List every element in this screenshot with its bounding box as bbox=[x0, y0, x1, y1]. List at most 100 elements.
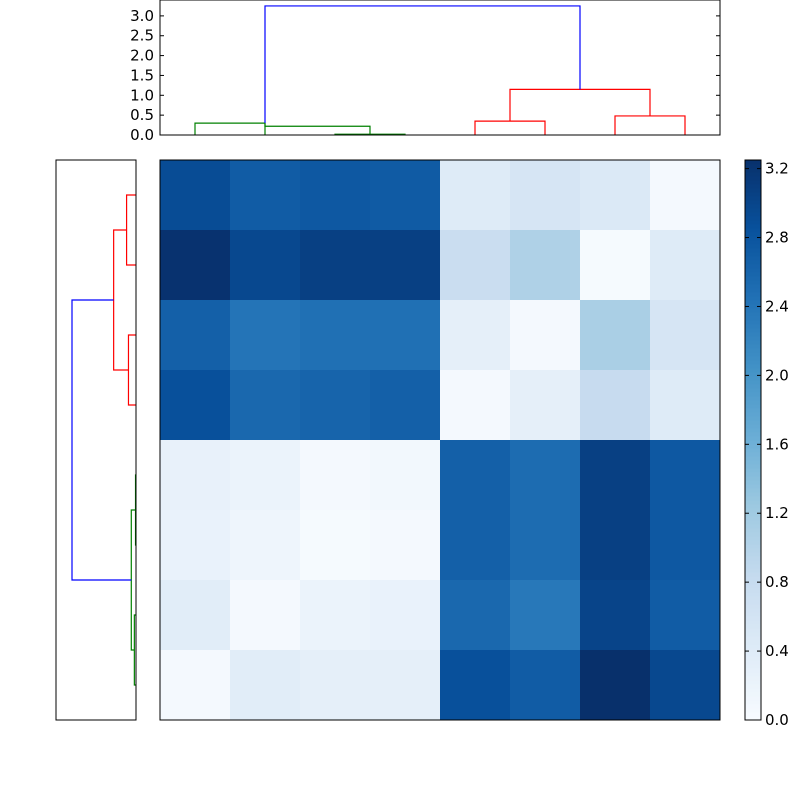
colorbar-segment bbox=[745, 348, 761, 353]
colorbar-segment bbox=[745, 256, 761, 261]
colorbar-tick-label: 0.0 bbox=[765, 711, 789, 729]
heatmap-cell bbox=[440, 440, 511, 511]
colorbar-segment bbox=[745, 692, 761, 697]
colorbar-segment bbox=[745, 400, 761, 405]
colorbar-segment bbox=[745, 604, 761, 609]
colorbar-tick-label: 2.4 bbox=[765, 297, 789, 315]
heatmap-cell bbox=[230, 650, 301, 721]
top-dendrogram: 0.0 0.5 1.0 1.52.0 2.5 3.0 bbox=[130, 5, 720, 144]
colorbar-segment bbox=[745, 180, 761, 185]
heatmap-cell bbox=[230, 580, 301, 651]
colorbar-segment bbox=[745, 664, 761, 669]
colorbar-segment bbox=[745, 252, 761, 257]
colorbar-segment bbox=[745, 704, 761, 709]
colorbar-segment bbox=[745, 508, 761, 513]
heatmap-cell bbox=[650, 160, 721, 231]
heatmap-cell bbox=[160, 300, 231, 371]
colorbar-segment bbox=[745, 580, 761, 585]
heatmap-cell bbox=[370, 440, 441, 511]
heatmap-cell bbox=[370, 300, 441, 371]
colorbar-segment bbox=[745, 332, 761, 337]
heatmap-cell bbox=[510, 580, 581, 651]
heatmap-cell bbox=[300, 370, 371, 441]
colorbar-segment bbox=[745, 176, 761, 181]
colorbar-segment bbox=[745, 544, 761, 549]
colorbar-segment bbox=[745, 468, 761, 473]
colorbar-segment bbox=[745, 608, 761, 613]
colorbar-segment bbox=[745, 476, 761, 481]
colorbar-segment bbox=[745, 680, 761, 685]
heatmap-cell bbox=[300, 300, 371, 371]
colorbar-segment bbox=[745, 460, 761, 465]
heatmap-cell bbox=[370, 580, 441, 651]
colorbar-segment bbox=[745, 644, 761, 649]
heatmap-cell bbox=[510, 300, 581, 371]
colorbar-segment bbox=[745, 640, 761, 645]
colorbar-segment bbox=[745, 260, 761, 265]
heatmap-cell bbox=[300, 160, 371, 231]
colorbar-segment bbox=[745, 224, 761, 229]
heatmap-cell bbox=[510, 510, 581, 581]
colorbar-segment bbox=[745, 296, 761, 301]
heatmap-cell bbox=[230, 160, 301, 231]
heatmap-cell bbox=[230, 300, 301, 371]
colorbar-segment bbox=[745, 524, 761, 529]
colorbar-tick-label: 2.8 bbox=[765, 229, 789, 247]
heatmap-cell bbox=[440, 160, 511, 231]
colorbar-segment bbox=[745, 292, 761, 297]
heatmap-cell bbox=[370, 650, 441, 721]
colorbar-segment bbox=[745, 320, 761, 325]
heatmap-cell bbox=[370, 370, 441, 441]
colorbar-segment bbox=[745, 276, 761, 281]
heatmap-cell bbox=[510, 160, 581, 231]
heatmap-cell bbox=[440, 580, 511, 651]
top-dendrogram-link bbox=[194, 122, 266, 135]
colorbar-segment bbox=[745, 584, 761, 589]
heatmap-cell bbox=[440, 230, 511, 301]
colorbar-segment bbox=[745, 620, 761, 625]
heatmap-cell bbox=[370, 510, 441, 581]
colorbar-segment bbox=[745, 368, 761, 373]
colorbar-segment bbox=[745, 416, 761, 421]
colorbar-segment bbox=[745, 440, 761, 445]
colorbar-segment bbox=[745, 560, 761, 565]
colorbar-segment bbox=[745, 376, 761, 381]
colorbar-segment bbox=[745, 280, 761, 285]
colorbar-segment bbox=[745, 188, 761, 193]
colorbar-segment bbox=[745, 328, 761, 333]
colorbar-segment bbox=[745, 272, 761, 277]
colorbar-segment bbox=[745, 356, 761, 361]
top-dendrogram-tick-label: 0.0 bbox=[130, 126, 154, 144]
colorbar-segment bbox=[745, 688, 761, 693]
colorbar-segment bbox=[745, 424, 761, 429]
colorbar-segment bbox=[745, 512, 761, 517]
colorbar-segment bbox=[745, 192, 761, 197]
colorbar-segment bbox=[745, 696, 761, 701]
heatmap-cell bbox=[650, 650, 721, 721]
colorbar-segment bbox=[745, 648, 761, 653]
colorbar-segment bbox=[745, 396, 761, 401]
colorbar-segment bbox=[745, 488, 761, 493]
colorbar-frame bbox=[744, 159, 762, 721]
heatmap-cell bbox=[440, 510, 511, 581]
colorbar-segment bbox=[745, 516, 761, 521]
heatmap-cell bbox=[650, 440, 721, 511]
colorbar-segment bbox=[745, 300, 761, 305]
colorbar-tick-label: 1.6 bbox=[765, 435, 789, 453]
top-dendrogram-frame bbox=[159, 0, 721, 136]
heatmap-cell bbox=[230, 510, 301, 581]
top-dendrogram-tick-label: 3.0 bbox=[130, 7, 154, 25]
colorbar-segment bbox=[745, 636, 761, 641]
left-dendrogram-link bbox=[71, 299, 132, 581]
colorbar-segment bbox=[745, 700, 761, 705]
colorbar-segment bbox=[745, 420, 761, 425]
colorbar-segment bbox=[745, 436, 761, 441]
colorbar-tick-label: 2.0 bbox=[765, 366, 789, 384]
colorbar-segment bbox=[745, 412, 761, 417]
heatmap-cell bbox=[160, 510, 231, 581]
colorbar-segment bbox=[745, 612, 761, 617]
colorbar-segment bbox=[745, 408, 761, 413]
top-dendrogram-tick-label: 1.0 bbox=[130, 86, 154, 104]
heatmap-cell bbox=[230, 440, 301, 511]
colorbar-segment bbox=[745, 168, 761, 173]
